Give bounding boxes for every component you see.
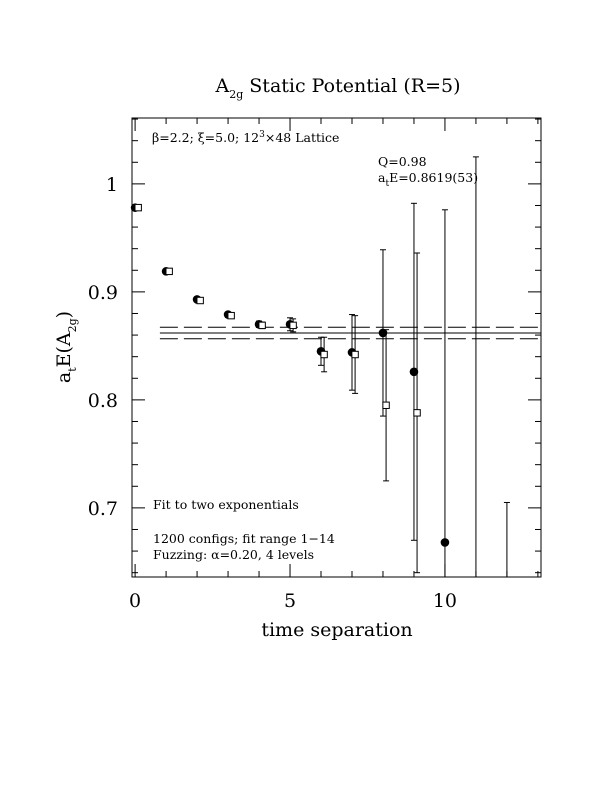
data-point-square [227,311,235,320]
data-point-square [382,401,390,409]
y-tick-label: 0.8 [88,390,118,412]
fit-band [159,326,541,340]
fit-quality: Q=0.98 [378,154,427,169]
lattice-info: β=2.2; ξ=5.0; 123×48 Lattice [152,130,339,145]
x-axis-label: time separation [261,619,412,641]
chart-title-rest: Static Potential (R=5) [243,75,460,97]
data-point-square [289,321,297,330]
lattice-size-rest: ×48 Lattice [265,130,340,145]
chart-title-sub: 2g [229,88,243,101]
note-fit-type: Fit to two exponentials [153,497,299,512]
fit-energy-rest: E=0.8619(53) [389,170,478,185]
y-axis-label-pre-sub: t [66,367,79,372]
y-axis-label-pre: a [53,372,75,383]
error-bars [132,156,510,577]
axis-ticks [132,118,541,577]
data-point-square [258,321,266,330]
chart-title: A2g Static Potential (R=5) [214,75,460,101]
y-axis-label: atE(A2g) [53,311,79,383]
lattice-size: 12 [243,130,259,145]
note-configs: 1200 configs; fit range 1−14 [153,531,335,546]
data-point-square [351,350,359,359]
data-point-square [165,267,173,276]
note-fuzzing: Fuzzing: α=0.20, 4 levels [153,547,314,562]
chart-title-base: A [214,75,229,97]
fit-energy-pre: a [378,170,386,185]
lattice-size-sup: 3 [259,130,265,140]
lattice-beta: β=2.2; [152,130,194,145]
data-point-circle [409,367,419,377]
data-point-circle [440,538,450,547]
data-point-square [134,203,142,212]
fit-energy-sub: t [385,179,389,189]
lattice-xi: ξ=5.0; [198,130,239,145]
y-tick-label: 1 [106,174,118,196]
y-tick-label: 0.7 [88,498,118,520]
y-axis-label-mid: E(A [53,332,75,367]
y-axis-label-post: ) [53,311,75,318]
data-point-square [196,296,204,305]
x-tick-label: 0 [129,590,141,612]
data-point-square [413,409,421,417]
tick-labels: 0 5 10 0.7 0.8 0.9 1 [88,174,457,612]
data-point-circle [378,328,388,338]
y-axis-label-inner-sub: 2g [66,318,79,332]
x-tick-label: 10 [433,590,457,612]
x-tick-label: 5 [284,590,296,612]
fit-energy: atE=0.8619(53) [378,170,478,189]
plot-frame [131,117,542,578]
data-markers [130,203,450,547]
data-point-square [320,350,328,359]
y-tick-label: 0.9 [88,282,118,304]
